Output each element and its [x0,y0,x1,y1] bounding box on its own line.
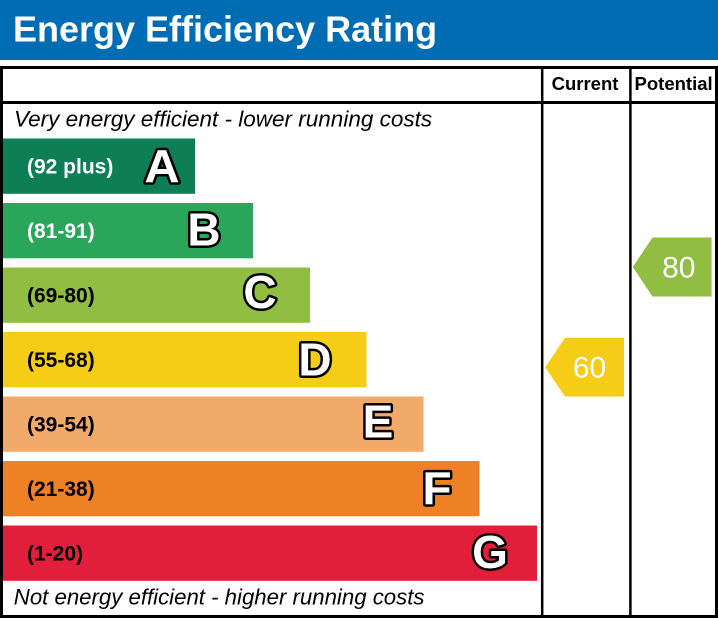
svg-text:F: F [422,463,451,514]
svg-text:Not energy efficient - higher: Not energy efficient - higher running co… [14,585,425,610]
svg-text:60: 60 [573,352,606,385]
svg-text:Energy Efficiency Rating: Energy Efficiency Rating [13,8,437,49]
svg-text:C: C [243,266,276,318]
svg-text:(21-38): (21-38) [27,478,95,501]
svg-text:Very energy efficient - lower: Very energy efficient - lower running co… [14,107,432,132]
svg-text:80: 80 [662,252,695,285]
svg-text:(92 plus): (92 plus) [27,156,113,179]
svg-text:(55-68): (55-68) [27,349,95,372]
svg-text:D: D [298,333,331,385]
svg-text:E: E [363,395,394,447]
svg-text:(69-80): (69-80) [27,285,95,308]
svg-text:B: B [187,204,220,256]
svg-text:(39-54): (39-54) [27,414,95,437]
svg-text:Current: Current [552,73,619,94]
svg-text:G: G [472,526,508,578]
svg-text:(1-20): (1-20) [27,543,83,566]
svg-text:Potential: Potential [635,73,713,94]
svg-text:(81-91): (81-91) [27,220,95,243]
svg-text:A: A [144,141,179,192]
